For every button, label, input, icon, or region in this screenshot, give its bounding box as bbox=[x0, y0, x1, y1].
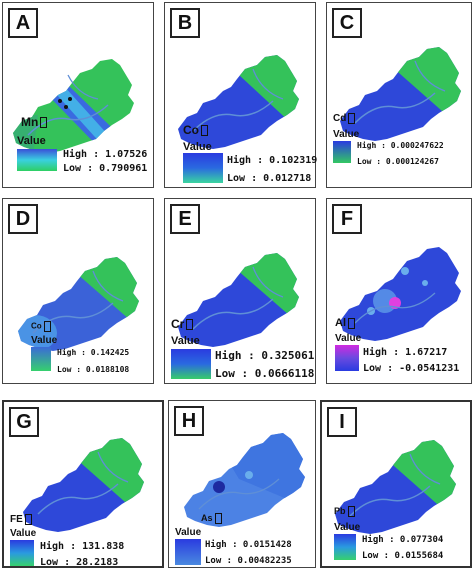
map-d bbox=[18, 257, 139, 351]
panel-letter: I bbox=[327, 407, 357, 437]
legend-high: High : 0.102319 bbox=[227, 155, 318, 166]
element-label: Cr bbox=[171, 317, 194, 331]
map-b bbox=[178, 55, 299, 149]
legend-low: Low : 0.0188108 bbox=[57, 365, 130, 374]
legend-title: Value bbox=[171, 335, 200, 347]
panel-e: E Cr Value High : 0.325061 Low : 0.06661… bbox=[164, 198, 316, 384]
element-label: Co bbox=[31, 321, 51, 332]
legend-swatch bbox=[183, 153, 223, 183]
panel-letter: D bbox=[8, 204, 38, 234]
legend-title: Value bbox=[31, 335, 58, 346]
legend-low: Low : 0.000124267 bbox=[357, 157, 439, 166]
legend-swatch bbox=[333, 141, 351, 163]
legend-high: High : 1.07526 bbox=[63, 149, 148, 160]
legend-high: High : 1.67217 bbox=[363, 347, 448, 358]
panel-b: B Co Value High : 0.102319 Low : 0.01271… bbox=[164, 2, 318, 188]
panel-letter: C bbox=[332, 8, 362, 38]
map-a bbox=[13, 59, 134, 153]
map-i bbox=[335, 440, 456, 534]
legend-swatch bbox=[171, 349, 211, 379]
legend-title: Value bbox=[335, 333, 362, 344]
panel-letter: A bbox=[8, 8, 38, 38]
legend-high: High : 131.838 bbox=[40, 541, 125, 552]
legend-title: Value bbox=[333, 129, 360, 140]
panel-d: D Co Value High : 0.142425 Low : 0.01881… bbox=[2, 198, 154, 384]
element-label: Mn bbox=[21, 115, 48, 129]
legend-swatch bbox=[335, 345, 359, 371]
legend-low: Low : 28.2183 bbox=[40, 557, 119, 568]
panel-f: F Al Value High : 1.67217 Low : -0.05412… bbox=[326, 198, 472, 384]
legend-low: Low : 0.00482235 bbox=[205, 556, 292, 566]
panel-c: C Cd Value High : 0.000247622 Low : 0.00… bbox=[326, 2, 472, 188]
element-label: Co bbox=[183, 123, 208, 137]
legend-title: Value bbox=[17, 135, 46, 147]
legend-high: High : 0.0151428 bbox=[205, 540, 292, 550]
panel-h: H As Value High : 0.0151428 Low : 0.0048… bbox=[168, 400, 316, 568]
panel-a: A Mn Value High : 1.07526 Low : 0.790961 bbox=[2, 2, 154, 188]
panel-letter: G bbox=[9, 407, 39, 437]
panel-letter: H bbox=[174, 406, 204, 436]
legend-low: Low : 0.012718 bbox=[227, 173, 312, 184]
panel-letter: F bbox=[332, 204, 362, 234]
element-label: FE bbox=[10, 514, 32, 525]
legend-title: Value bbox=[10, 528, 37, 539]
element-label: Pb bbox=[334, 506, 355, 518]
panel-i: I Pb Value High : 0.077304 Low : 0.01556… bbox=[320, 400, 472, 568]
element-label: As bbox=[201, 513, 222, 525]
legend-title: Value bbox=[175, 527, 202, 538]
legend-high: High : 0.077304 bbox=[362, 535, 444, 545]
element-label: Al bbox=[335, 317, 355, 329]
map-f bbox=[340, 247, 461, 341]
map-g bbox=[23, 438, 144, 532]
legend-swatch bbox=[17, 149, 57, 171]
panel-g: G FE Value High : 131.838 Low : 28.2183 bbox=[2, 400, 164, 568]
panel-letter: E bbox=[170, 204, 200, 234]
legend-swatch bbox=[10, 540, 34, 566]
map-h bbox=[184, 433, 305, 527]
legend-low: Low : 0.0666118 bbox=[215, 367, 315, 380]
legend-high: High : 0.325061 bbox=[215, 349, 315, 362]
legend-low: Low : -0.0541231 bbox=[363, 363, 460, 374]
legend-swatch bbox=[334, 534, 356, 560]
legend-title: Value bbox=[183, 141, 212, 153]
legend-low: Low : 0.0155684 bbox=[362, 551, 444, 561]
element-label: Cd bbox=[333, 113, 356, 124]
legend-low: Low : 0.790961 bbox=[63, 163, 148, 174]
map-c bbox=[340, 47, 461, 141]
legend-swatch bbox=[31, 347, 51, 371]
legend-high: High : 0.142425 bbox=[57, 348, 130, 357]
legend-swatch bbox=[175, 539, 201, 565]
legend-high: High : 0.000247622 bbox=[357, 141, 444, 150]
legend-title: Value bbox=[334, 522, 361, 533]
panel-letter: B bbox=[170, 8, 200, 38]
map-e bbox=[178, 253, 299, 347]
